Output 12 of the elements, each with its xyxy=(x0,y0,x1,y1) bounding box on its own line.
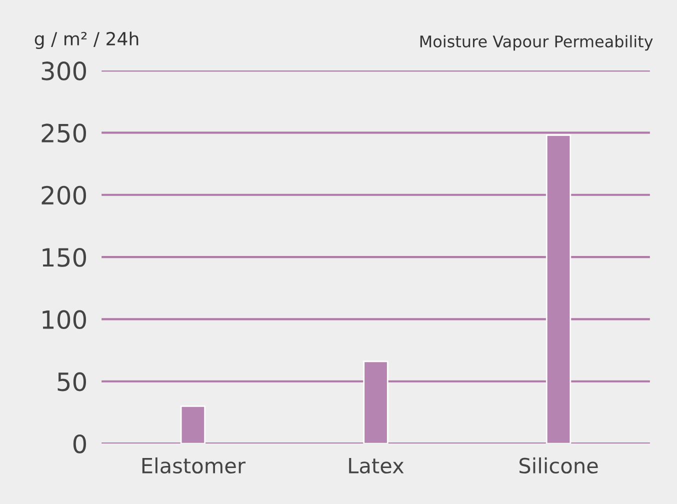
y-tick-label: 150 xyxy=(42,248,86,267)
x-tick-label: Latex xyxy=(349,458,404,474)
y-tick-label: 300 xyxy=(42,62,86,80)
y-tick-label: 200 xyxy=(42,186,86,205)
y-tick-label: 100 xyxy=(42,310,86,330)
chart-title: Moisture Vapour Permeability xyxy=(420,35,653,51)
x-tick-label: Elastomer xyxy=(142,457,246,474)
x-tick-label: Silicone xyxy=(519,457,598,474)
y-tick-label: 250 xyxy=(42,124,86,143)
y-tick-label: 0 xyxy=(73,434,86,454)
y-axis-title: g / m² / 24h xyxy=(34,32,138,50)
y-tick-label: 50 xyxy=(58,372,86,392)
